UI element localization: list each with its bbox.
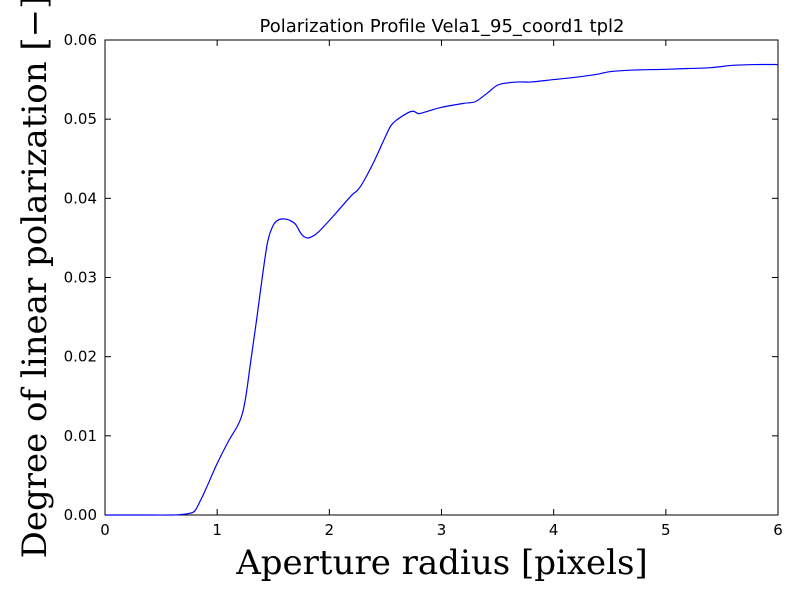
x-tick-label: 6 <box>773 521 783 539</box>
y-tick-label: 0.03 <box>64 269 97 287</box>
x-tick-label: 0 <box>100 521 110 539</box>
y-tick-label: 0.04 <box>64 189 97 207</box>
y-axis-label: Degree of linear polarization [−] <box>15 0 55 558</box>
axis-ticks <box>104 39 779 516</box>
series-layer <box>105 63 779 516</box>
tick-labels: 0 1 2 3 4 5 6 0.00 0.01 0.02 0.03 0.04 0.05 0.06 <box>64 31 783 539</box>
x-tick-label: 1 <box>212 521 222 539</box>
x-tick-label: 5 <box>661 521 671 539</box>
axes-frame <box>104 39 779 516</box>
series-line <box>105 63 779 516</box>
x-tick-label: 4 <box>549 521 559 539</box>
y-tick-label: 0.00 <box>64 506 97 524</box>
plot-area: 0 1 2 3 4 5 6 0.00 0.01 0.02 0.03 0.04 0.05 0.06 <box>64 31 783 539</box>
x-tick-label: 3 <box>437 521 447 539</box>
y-tick-label: 0.06 <box>64 31 97 49</box>
x-tick-label: 2 <box>325 521 335 539</box>
y-tick-label: 0.02 <box>64 348 97 366</box>
y-tick-label: 0.01 <box>64 427 97 445</box>
x-axis-label: Aperture radius [pixels] <box>235 543 648 583</box>
y-tick-label: 0.05 <box>64 110 97 128</box>
chart-title: Polarization Profile Vela1_95_coord1 tpl… <box>260 16 625 37</box>
